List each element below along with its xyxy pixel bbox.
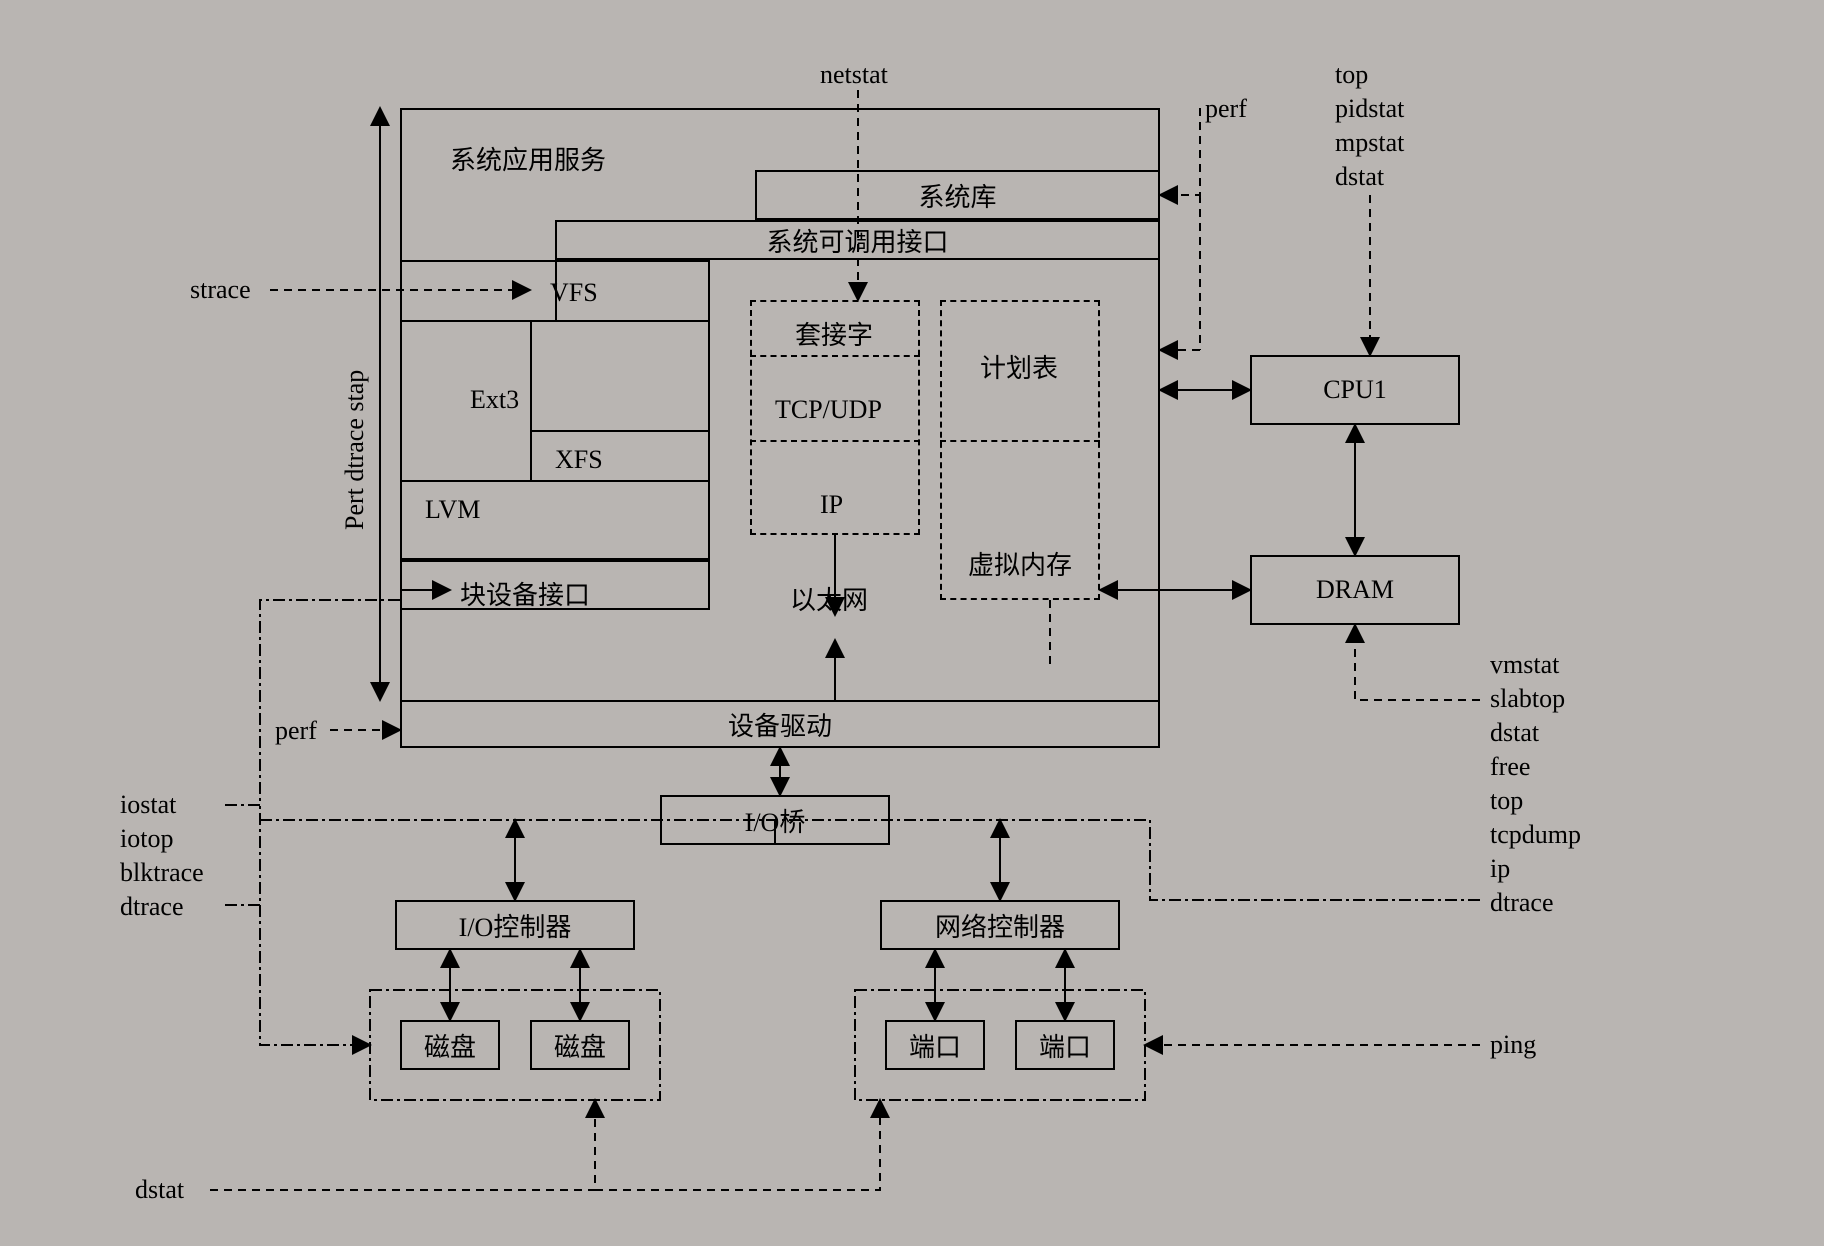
- fs-div3v: [530, 430, 532, 480]
- dtrace-l-label: dtrace: [120, 892, 184, 922]
- netctrl-box: 网络控制器: [880, 900, 1120, 950]
- ioctrl-box: I/O控制器: [395, 900, 635, 950]
- dram-label: DRAM: [1316, 575, 1394, 605]
- cpu1-label: CPU1: [1323, 375, 1387, 405]
- xfs-label: XFS: [555, 445, 603, 475]
- fs-div2: [530, 430, 710, 432]
- netctrl-label: 网络控制器: [935, 907, 1065, 944]
- vmem-label: 虚拟内存: [968, 545, 1072, 582]
- disk1-label: 磁盘: [424, 1027, 476, 1064]
- port2-label: 端口: [1039, 1027, 1091, 1064]
- fs-div3: [400, 480, 710, 482]
- ip-label: IP: [820, 490, 843, 520]
- sched-div: [940, 440, 1100, 442]
- slabtop-label: slabtop: [1490, 684, 1565, 714]
- fs-div1: [400, 320, 710, 322]
- socket-div2: [750, 440, 920, 442]
- free-label: free: [1490, 752, 1530, 782]
- perf-left-label: perf: [275, 716, 317, 746]
- vmstat-label: vmstat: [1490, 650, 1559, 680]
- lvm-label: LVM: [425, 495, 480, 525]
- mpstat-label: mpstat: [1335, 128, 1404, 158]
- strace-label: strace: [190, 275, 251, 305]
- port1-box: 端口: [885, 1020, 985, 1070]
- ext3-label: Ext3: [470, 385, 519, 415]
- port1-label: 端口: [909, 1027, 961, 1064]
- syslib-label: 系统库: [918, 177, 996, 214]
- pidstat-label: pidstat: [1335, 94, 1404, 124]
- top-r-label: top: [1490, 786, 1523, 816]
- fs-div2v: [530, 320, 532, 430]
- disk2-label: 磁盘: [554, 1027, 606, 1064]
- dtrace-r-label: dtrace: [1490, 888, 1554, 918]
- iotop-label: iotop: [120, 824, 173, 854]
- devdrv-label: 设备驱动: [728, 706, 832, 743]
- ping-label: ping: [1490, 1030, 1536, 1060]
- netstat-label: netstat: [820, 60, 888, 90]
- disk1-box: 磁盘: [400, 1020, 500, 1070]
- vfs-label: VFS: [550, 278, 598, 308]
- dstat-bot-label: dstat: [135, 1175, 184, 1205]
- syscall-box: 系统可调用接口: [555, 220, 1160, 260]
- blktrace-label: blktrace: [120, 858, 204, 888]
- dram-box: DRAM: [1250, 555, 1460, 625]
- sched-label: 计划表: [980, 348, 1058, 385]
- app-service-label: 系统应用服务: [450, 140, 606, 177]
- perf-top-label: perf: [1205, 94, 1247, 124]
- ioctrl-label: I/O控制器: [459, 907, 572, 944]
- dstat-r-label: dstat: [1490, 718, 1539, 748]
- blockdev-label: 块设备接口: [460, 575, 590, 612]
- disk2-box: 磁盘: [530, 1020, 630, 1070]
- port2-box: 端口: [1015, 1020, 1115, 1070]
- tcpudp-label: TCP/UDP: [775, 395, 882, 425]
- syslib-box: 系统库: [755, 170, 1160, 220]
- tcpdump-label: tcpdump: [1490, 820, 1581, 850]
- devdrv-box: 设备驱动: [400, 700, 1160, 748]
- pertstap-label: Pert dtrace stap: [340, 300, 370, 530]
- cpu1-box: CPU1: [1250, 355, 1460, 425]
- socket-label: 套接字: [795, 315, 873, 352]
- dstat-top-label: dstat: [1335, 162, 1384, 192]
- ethernet-label: 以太网: [790, 580, 868, 617]
- socket-div1: [750, 355, 920, 357]
- iostat-label: iostat: [120, 790, 176, 820]
- top-label: top: [1335, 60, 1368, 90]
- ip-r-label: ip: [1490, 854, 1510, 884]
- syscall-label: 系统可调用接口: [766, 222, 948, 259]
- iobridge-label: I/O桥: [745, 802, 806, 839]
- iobridge-box: I/O桥: [660, 795, 890, 845]
- diagram-canvas: 系统库 系统可调用接口 设备驱动 I/O桥 I/O控制器 网络控制器 磁盘 磁盘: [0, 0, 1824, 1246]
